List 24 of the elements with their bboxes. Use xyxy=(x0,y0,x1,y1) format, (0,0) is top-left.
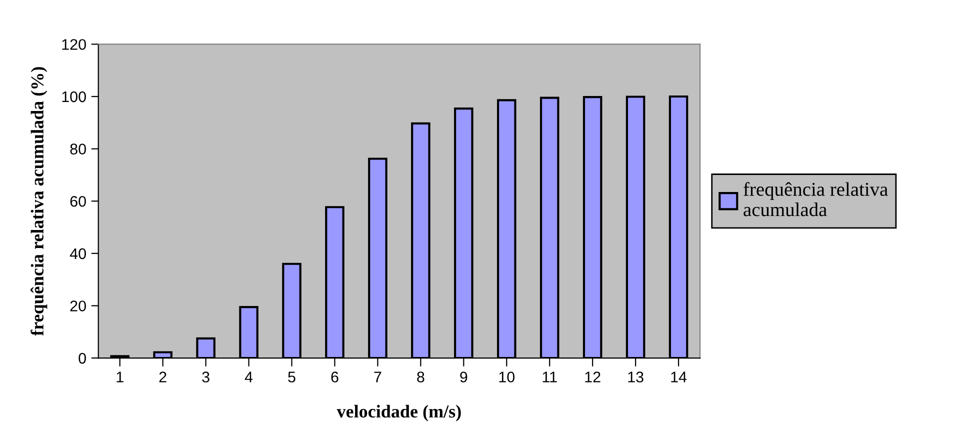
y-axis-title: frequência relativa acumulada (%) xyxy=(30,67,48,336)
x-tick-label: 11 xyxy=(542,372,557,382)
x-tick-label: 1 xyxy=(116,372,124,382)
x-axis-title: velocidade (m/s) xyxy=(336,404,461,422)
y-tick-label: 20 xyxy=(70,300,86,312)
y-tick-label: 0 xyxy=(78,352,86,364)
x-tick-label: 7 xyxy=(374,372,382,382)
x-tick-label: 10 xyxy=(499,372,515,382)
x-tick-label: 13 xyxy=(628,372,644,382)
x-tick-label: 8 xyxy=(417,372,424,382)
x-tick-label: 12 xyxy=(585,372,600,382)
y-tick-label: 40 xyxy=(70,248,86,260)
x-tick-label: 6 xyxy=(331,372,338,382)
y-tick-label: 120 xyxy=(62,39,86,50)
x-tick-label: 9 xyxy=(460,372,468,382)
legend-label: frequência relativa acumulada xyxy=(744,182,888,216)
x-tick-label: 2 xyxy=(159,372,166,382)
x-tick-label: 5 xyxy=(288,372,296,382)
x-tick-label: 3 xyxy=(202,372,210,382)
y-tick-label: 100 xyxy=(62,91,86,102)
y-tick-label: 60 xyxy=(70,196,86,207)
x-tick-label: 4 xyxy=(244,372,253,382)
x-tick-label: 14 xyxy=(671,372,687,382)
y-tick-label: 80 xyxy=(70,144,86,154)
